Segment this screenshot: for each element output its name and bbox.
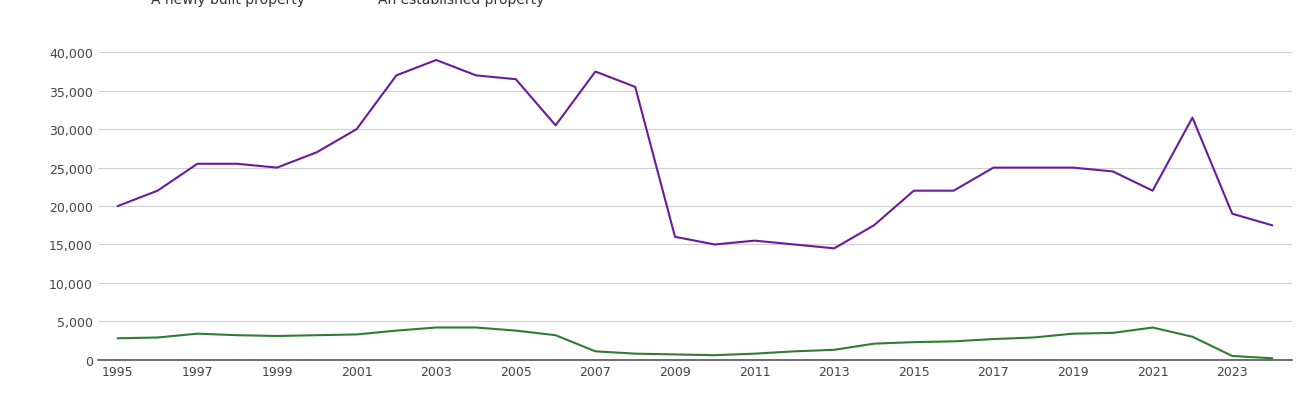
- A newly built property: [867, 342, 882, 346]
- A newly built property: [110, 336, 125, 341]
- Line: A newly built property: A newly built property: [117, 328, 1272, 358]
- An established property: [906, 189, 921, 194]
- An established property: [826, 246, 842, 251]
- An established property: [587, 70, 603, 75]
- An established property: [1265, 223, 1280, 228]
- A newly built property: [230, 333, 245, 338]
- An established property: [428, 58, 444, 63]
- An established property: [985, 166, 1001, 171]
- Legend: A newly built property, An established property: A newly built property, An established p…: [104, 0, 544, 7]
- A newly built property: [1265, 356, 1280, 361]
- An established property: [389, 74, 405, 79]
- A newly built property: [309, 333, 325, 338]
- A newly built property: [667, 352, 683, 357]
- An established property: [468, 74, 484, 79]
- A newly built property: [508, 328, 523, 333]
- An established property: [746, 238, 762, 243]
- A newly built property: [746, 351, 762, 356]
- A newly built property: [548, 333, 564, 338]
- A newly built property: [985, 337, 1001, 342]
- A newly built property: [468, 325, 484, 330]
- A newly built property: [946, 339, 962, 344]
- An established property: [110, 204, 125, 209]
- An established property: [1144, 189, 1160, 194]
- A newly built property: [587, 349, 603, 354]
- A newly built property: [1224, 354, 1240, 359]
- A newly built property: [787, 349, 803, 354]
- A newly built property: [1105, 330, 1121, 335]
- A newly built property: [1185, 335, 1201, 339]
- An established property: [1065, 166, 1081, 171]
- An established property: [867, 223, 882, 228]
- An established property: [707, 243, 723, 247]
- An established property: [548, 124, 564, 128]
- An established property: [628, 85, 643, 90]
- An established property: [946, 189, 962, 194]
- An established property: [150, 189, 166, 194]
- A newly built property: [906, 340, 921, 345]
- An established property: [348, 128, 364, 133]
- An established property: [667, 235, 683, 240]
- An established property: [787, 243, 803, 247]
- An established property: [1224, 212, 1240, 217]
- A newly built property: [1065, 331, 1081, 336]
- An established property: [269, 166, 284, 171]
- An established property: [309, 151, 325, 155]
- An established property: [230, 162, 245, 167]
- A newly built property: [150, 335, 166, 340]
- A newly built property: [428, 325, 444, 330]
- An established property: [1026, 166, 1041, 171]
- Line: An established property: An established property: [117, 61, 1272, 249]
- An established property: [1105, 170, 1121, 175]
- A newly built property: [628, 351, 643, 356]
- A newly built property: [348, 332, 364, 337]
- An established property: [508, 78, 523, 83]
- An established property: [1185, 116, 1201, 121]
- An established property: [189, 162, 205, 167]
- A newly built property: [1144, 325, 1160, 330]
- A newly built property: [189, 331, 205, 336]
- A newly built property: [707, 353, 723, 358]
- A newly built property: [826, 348, 842, 353]
- A newly built property: [1026, 335, 1041, 340]
- A newly built property: [269, 334, 284, 339]
- A newly built property: [389, 328, 405, 333]
